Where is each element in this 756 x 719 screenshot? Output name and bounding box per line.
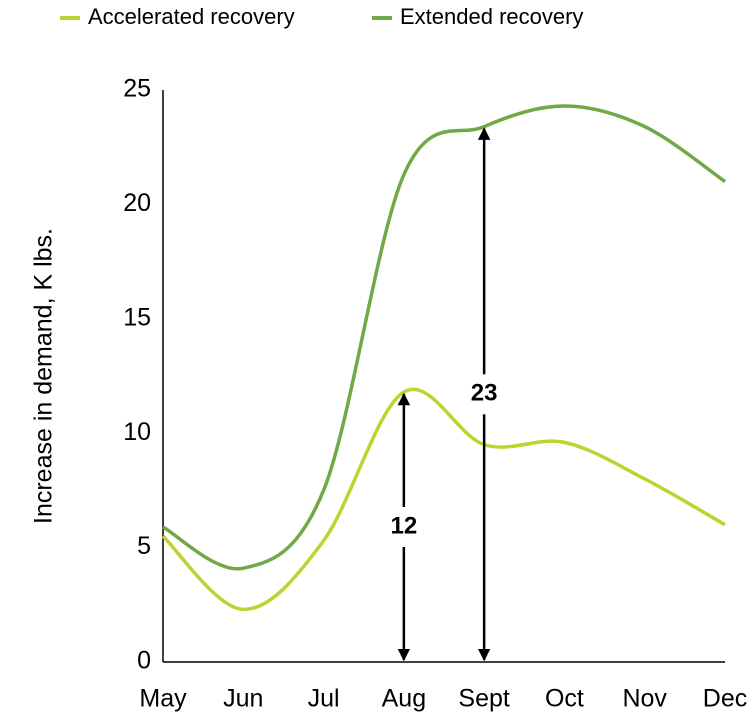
x-tick-label: Nov xyxy=(622,685,667,713)
x-tick-label: Sept xyxy=(458,685,509,713)
y-tick-label: 5 xyxy=(137,532,151,560)
x-tick-label: Dec xyxy=(703,685,747,713)
x-tick-label: Jun xyxy=(223,685,263,713)
x-tick-label: Aug xyxy=(382,685,426,713)
y-tick-label: 0 xyxy=(137,647,151,675)
legend-label: Accelerated recovery xyxy=(88,4,295,29)
x-tick-label: Oct xyxy=(545,685,584,713)
x-tick-label: May xyxy=(139,685,187,713)
y-tick-label: 25 xyxy=(123,75,151,103)
y-tick-label: 15 xyxy=(123,303,151,331)
line-series xyxy=(162,104,726,571)
x-tick-label: Jul xyxy=(308,685,340,713)
y-axis-label: Increase in demand, K lbs. xyxy=(30,228,58,524)
line-series xyxy=(161,387,726,612)
legend-label: Extended recovery xyxy=(400,4,583,29)
y-tick-label: 10 xyxy=(123,418,151,446)
annotation-label: 12 xyxy=(391,512,418,539)
annotation-bg xyxy=(462,374,507,415)
annotation-bg xyxy=(381,507,426,548)
y-tick-label: 20 xyxy=(123,189,151,217)
annotation-label: 23 xyxy=(471,380,498,407)
